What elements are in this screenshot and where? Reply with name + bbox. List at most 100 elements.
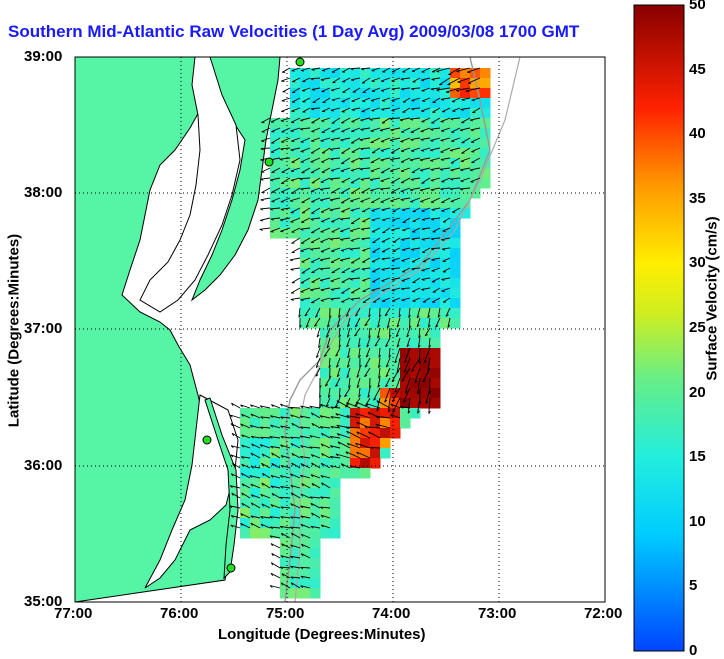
velocity-arrow-head: [371, 219, 375, 222]
velocity-cell: [270, 118, 281, 129]
velocity-arrow: [280, 217, 291, 221]
velocity-arrow: [230, 454, 241, 459]
velocity-cell: [340, 398, 351, 409]
velocity-cell: [470, 168, 481, 179]
velocity-arrow: [431, 257, 441, 261]
velocity-arrow-head: [320, 199, 324, 202]
velocity-arrow: [401, 127, 411, 133]
velocity-cell: [350, 348, 361, 359]
velocity-arrow-head: [335, 384, 339, 387]
velocity-arrow-head: [250, 452, 254, 456]
velocity-cell: [360, 418, 371, 429]
velocity-arrow-head: [251, 443, 254, 447]
velocity-arrow: [279, 157, 291, 160]
velocity-cell: [410, 178, 421, 189]
velocity-arrow-head: [440, 98, 444, 101]
velocity-arrow-head: [229, 414, 233, 418]
velocity-arrow: [300, 287, 311, 293]
velocity-arrow-head: [381, 100, 386, 102]
velocity-cell: [370, 448, 381, 459]
velocity-arrow: [470, 137, 481, 143]
velocity-arrow: [280, 555, 291, 559]
velocity-arrow: [310, 77, 321, 80]
velocity-cell: [320, 188, 331, 199]
velocity-arrow: [391, 177, 401, 184]
velocity-arrow: [362, 207, 371, 212]
velocity-arrow: [348, 377, 351, 389]
velocity-cell: [300, 428, 311, 439]
velocity-arrow: [241, 434, 251, 439]
velocity-arrow: [345, 426, 361, 429]
velocity-arrow: [380, 157, 391, 161]
velocity-arrow: [230, 524, 241, 529]
velocity-arrow-head: [403, 400, 406, 403]
velocity-arrow: [311, 197, 321, 203]
velocity-cell: [310, 468, 321, 479]
velocity-arrow: [262, 472, 271, 479]
velocity-arrow: [345, 307, 351, 317]
velocity-arrow: [460, 177, 471, 182]
velocity-arrow: [447, 77, 461, 86]
velocity-arrow: [391, 367, 401, 382]
velocity-cell: [330, 318, 341, 329]
velocity-cell: [360, 298, 371, 309]
velocity-arrow: [391, 107, 401, 112]
velocity-arrow-head: [321, 120, 325, 122]
velocity-arrow-head: [330, 139, 334, 141]
velocity-arrow: [290, 443, 301, 449]
velocity-cell: [430, 258, 441, 269]
velocity-arrow-head: [250, 522, 253, 526]
velocity-arrow-head: [428, 324, 431, 328]
velocity-cell: [390, 378, 401, 389]
velocity-arrow: [280, 416, 291, 419]
velocity-arrow: [300, 463, 311, 469]
velocity-arrow-head: [441, 210, 445, 212]
velocity-arrow: [427, 317, 431, 328]
velocity-arrow: [440, 187, 451, 190]
velocity-arrow-head: [329, 148, 333, 151]
velocity-arrow-head: [431, 209, 435, 212]
velocity-arrow: [280, 516, 291, 519]
velocity-arrow: [250, 515, 261, 519]
velocity-arrow: [321, 107, 331, 112]
velocity-arrow: [402, 97, 411, 103]
velocity-arrow: [271, 137, 281, 144]
velocity-cell: [400, 68, 411, 79]
velocity-arrow: [369, 117, 381, 120]
velocity-arrow: [389, 137, 401, 141]
velocity-arrow: [411, 107, 421, 110]
velocity-arrow-head: [340, 230, 344, 233]
velocity-cell: [240, 508, 251, 519]
velocity-arrow: [250, 424, 261, 429]
velocity-cell: [330, 368, 341, 379]
velocity-arrow: [365, 347, 371, 358]
velocity-cell: [460, 108, 471, 119]
velocity-arrow-head: [390, 159, 394, 162]
velocity-cell: [390, 338, 401, 349]
velocity-cell: [360, 248, 371, 259]
velocity-cell: [310, 108, 321, 119]
velocity-arrow: [421, 237, 431, 240]
velocity-cell: [310, 278, 321, 289]
velocity-cell: [340, 248, 351, 259]
velocity-arrow-head: [280, 416, 284, 420]
velocity-arrow-head: [281, 100, 285, 102]
velocity-arrow-head: [230, 445, 234, 449]
velocity-arrow: [230, 485, 241, 489]
velocity-arrow: [241, 463, 251, 469]
velocity-cell: [310, 558, 321, 569]
velocity-cell: [260, 428, 271, 439]
velocity-arrow: [358, 387, 361, 398]
velocity-arrow-head: [447, 324, 451, 328]
velocity-arrow-head: [410, 118, 414, 121]
velocity-arrow: [360, 147, 371, 150]
velocity-arrow: [309, 446, 321, 449]
velocity-cell: [270, 418, 281, 429]
velocity-cell: [260, 458, 271, 469]
velocity-arrow-head: [361, 68, 365, 71]
velocity-arrow-head: [321, 432, 324, 436]
velocity-arrow-head: [427, 315, 431, 319]
velocity-arrow-head: [330, 416, 334, 419]
velocity-arrow: [310, 525, 321, 529]
velocity-arrow: [281, 573, 291, 579]
